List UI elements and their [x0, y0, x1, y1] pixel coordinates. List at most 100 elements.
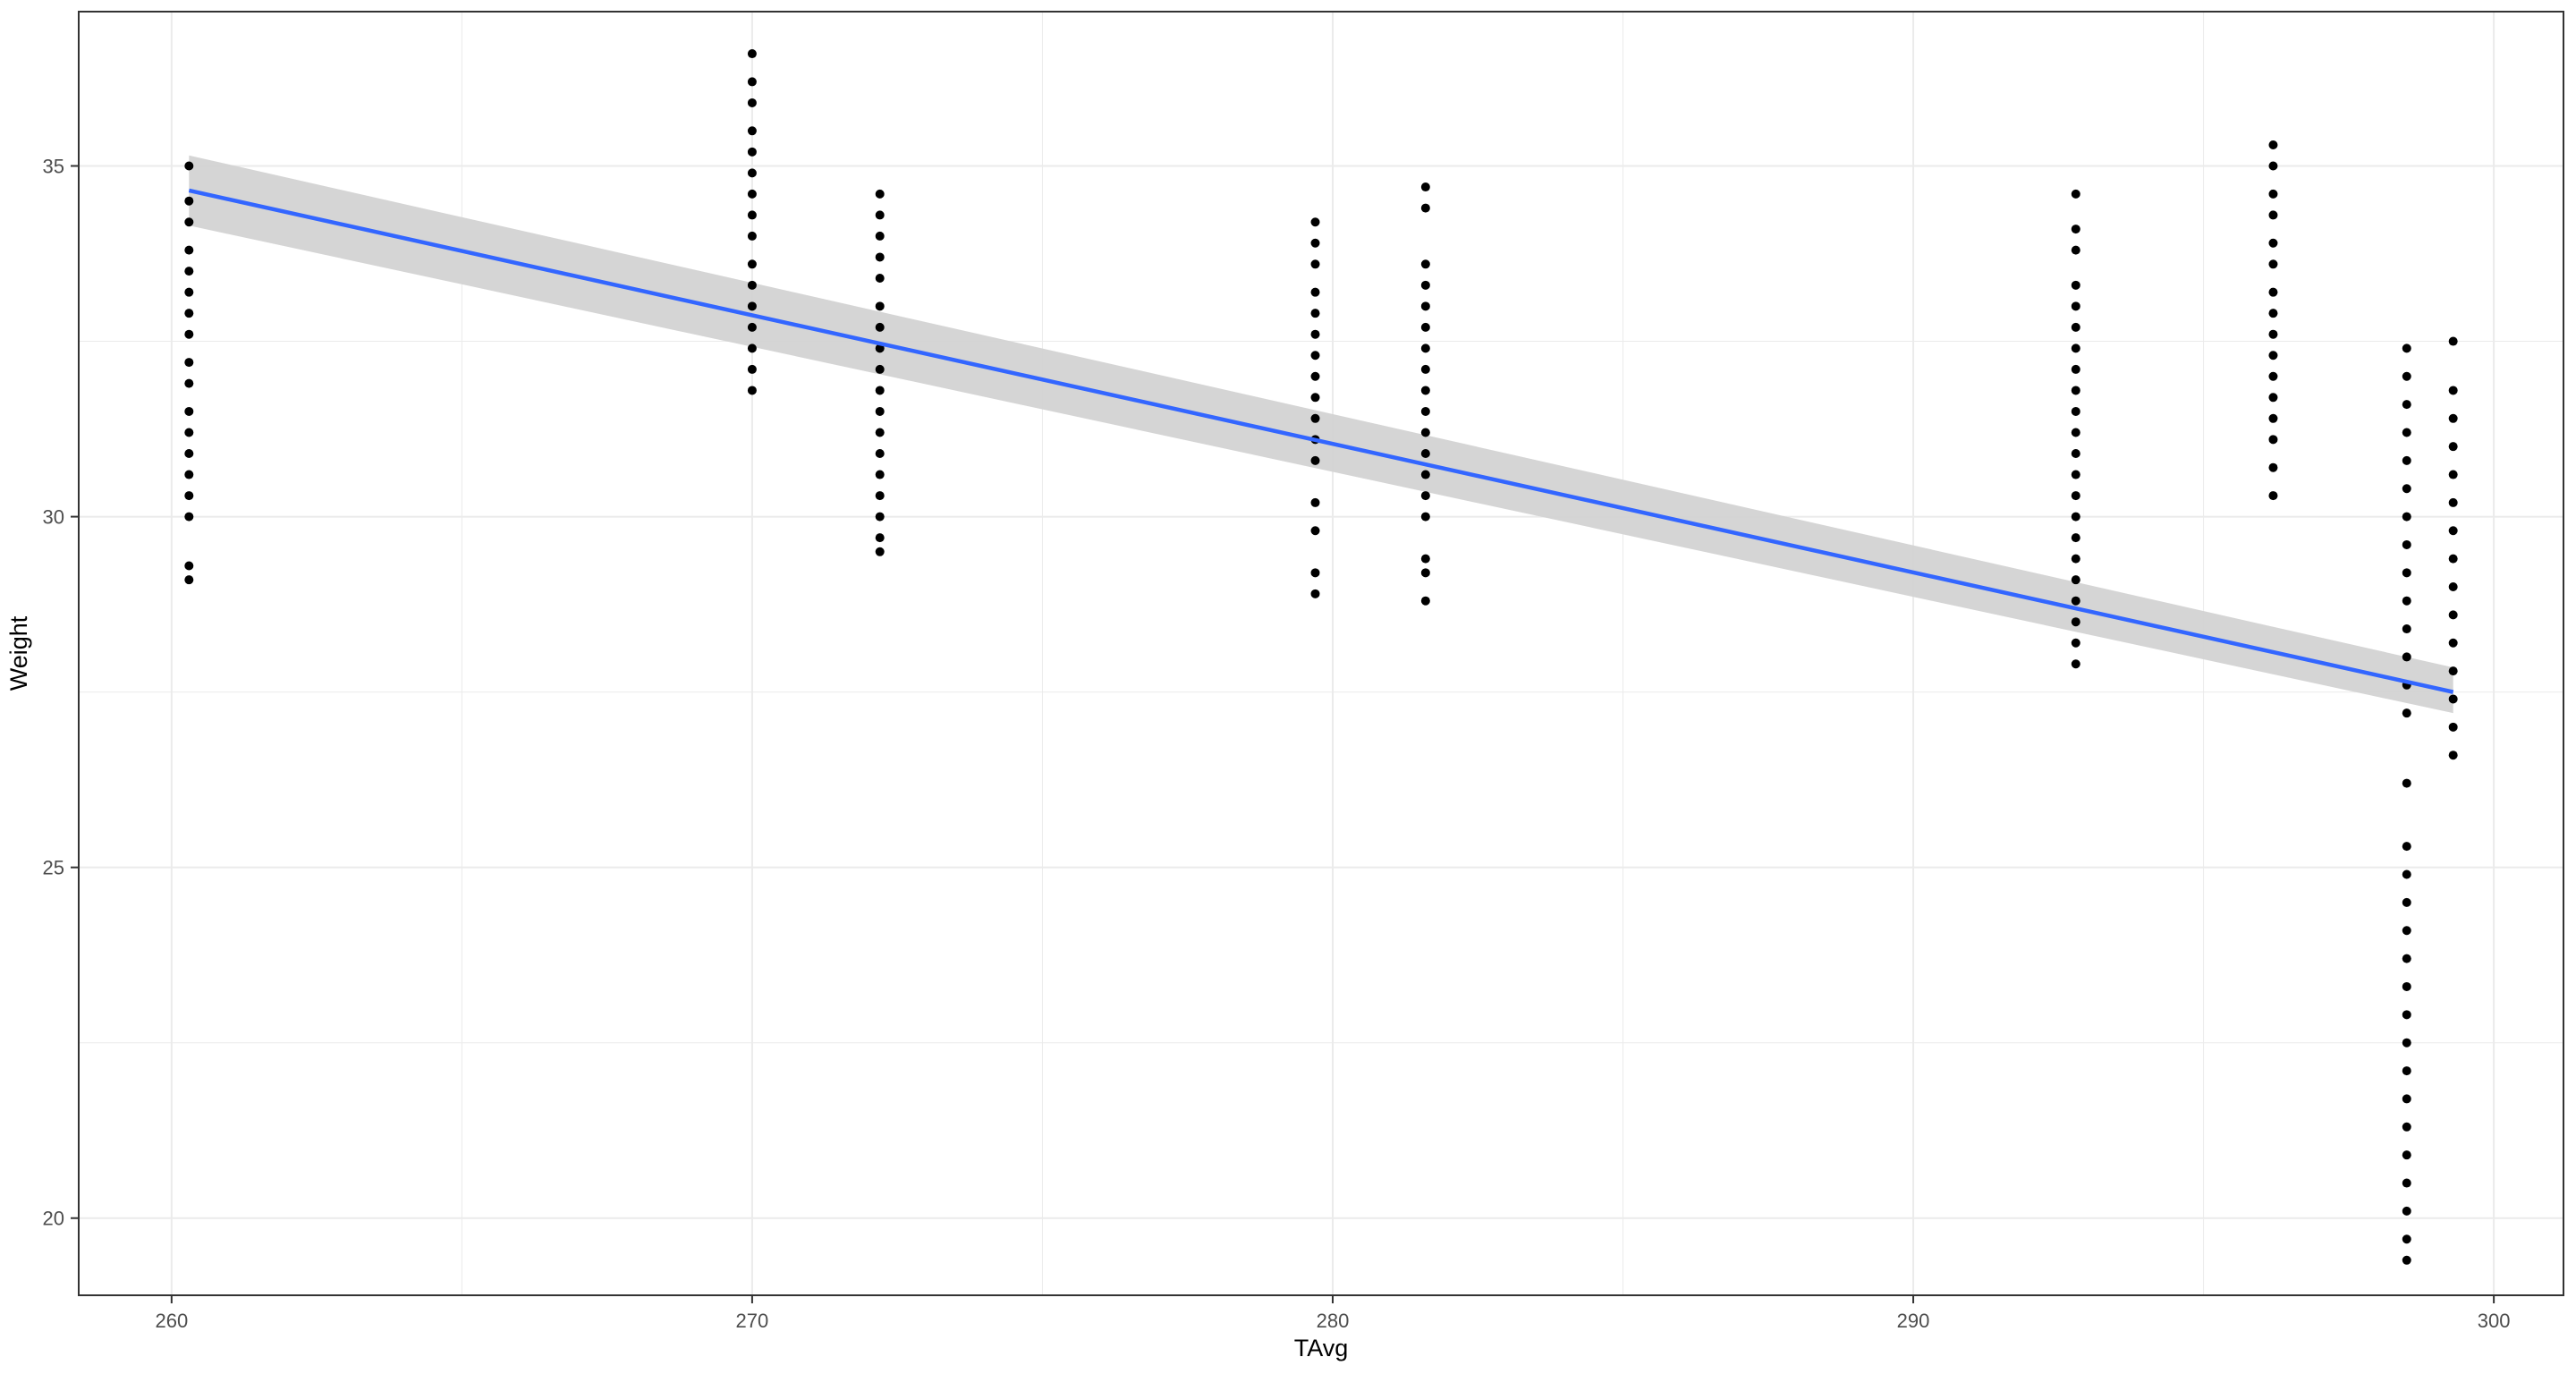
data-point	[2448, 722, 2458, 732]
data-point	[875, 301, 885, 311]
data-point	[184, 561, 194, 571]
y-tick-label: 25	[43, 857, 64, 879]
data-point	[184, 287, 194, 297]
data-point	[1420, 449, 1430, 459]
data-point	[1310, 497, 1320, 507]
data-point	[1310, 238, 1320, 248]
data-point	[2402, 926, 2411, 936]
data-point	[2268, 238, 2278, 248]
data-point	[2071, 301, 2080, 311]
data-point	[2402, 1066, 2411, 1076]
data-point	[2071, 575, 2080, 585]
data-point	[1420, 203, 1430, 213]
data-point	[747, 77, 757, 87]
data-point	[747, 364, 757, 374]
x-tick-label: 300	[2478, 1310, 2511, 1332]
data-point	[747, 280, 757, 290]
data-point	[2402, 1150, 2411, 1160]
data-point	[2402, 1206, 2411, 1216]
data-point	[1310, 309, 1320, 318]
data-point	[747, 386, 757, 395]
data-point	[1420, 596, 1430, 606]
data-point	[2448, 526, 2458, 536]
data-point	[1420, 568, 1430, 578]
data-point	[184, 196, 194, 206]
data-point	[747, 168, 757, 178]
data-point	[1420, 301, 1430, 311]
data-point	[2268, 287, 2278, 297]
data-point	[184, 575, 194, 585]
data-point	[2448, 582, 2458, 592]
data-point	[2402, 484, 2411, 494]
data-point	[2071, 386, 2080, 395]
data-point	[747, 147, 757, 157]
data-point	[1310, 329, 1320, 339]
data-point	[2071, 428, 2080, 437]
data-point	[1420, 470, 1430, 479]
data-point	[2071, 638, 2080, 648]
data-point	[2071, 406, 2080, 416]
data-point	[2402, 371, 2411, 381]
data-point	[1420, 364, 1430, 374]
data-point	[184, 406, 194, 416]
data-point	[2448, 442, 2458, 452]
data-point	[2448, 413, 2458, 423]
data-point	[747, 322, 757, 332]
data-point	[875, 533, 885, 543]
data-point	[1420, 280, 1430, 290]
data-point	[747, 231, 757, 241]
axes: 260 270 280 290 300 20 25 30 35	[43, 156, 2511, 1332]
data-point	[2448, 497, 2458, 507]
confidence-band	[189, 155, 2453, 714]
data-point	[2268, 462, 2278, 472]
data-point	[1420, 491, 1430, 501]
data-point	[747, 301, 757, 311]
data-point	[1310, 259, 1320, 269]
data-point	[875, 344, 885, 353]
data-point	[1420, 512, 1430, 522]
data-points	[184, 49, 2458, 1265]
x-tick-label: 290	[1897, 1310, 1930, 1332]
data-point	[2402, 512, 2411, 522]
data-point	[2402, 652, 2411, 662]
data-point	[2448, 638, 2458, 648]
data-point	[2402, 954, 2411, 963]
confidence-band-area	[189, 155, 2453, 714]
data-point	[2402, 596, 2411, 606]
x-axis-title: TAvg	[1294, 1335, 1349, 1361]
y-tick-label: 30	[43, 506, 64, 529]
data-point	[1420, 322, 1430, 332]
data-point	[1420, 259, 1430, 269]
data-point	[1310, 589, 1320, 598]
data-point	[1310, 217, 1320, 227]
data-point	[2071, 344, 2080, 353]
panel-border	[78, 11, 2564, 1296]
data-point	[2448, 386, 2458, 395]
data-point	[1420, 386, 1430, 395]
data-point	[2071, 659, 2080, 669]
data-point	[2268, 435, 2278, 445]
data-point	[2402, 539, 2411, 549]
data-point	[2448, 694, 2458, 704]
data-point	[2448, 751, 2458, 760]
data-point	[2402, 1094, 2411, 1104]
data-point	[2448, 336, 2458, 346]
data-point	[1420, 182, 1430, 192]
x-tick-label: 260	[155, 1310, 188, 1332]
data-point	[2402, 1122, 2411, 1132]
data-point	[875, 231, 885, 241]
data-point	[2268, 351, 2278, 360]
data-point	[2268, 371, 2278, 381]
data-point	[747, 189, 757, 199]
data-point	[2402, 778, 2411, 788]
data-point	[2071, 596, 2080, 606]
data-point	[875, 386, 885, 395]
data-point	[2071, 449, 2080, 459]
data-point	[184, 329, 194, 339]
data-point	[2268, 393, 2278, 403]
data-point	[2402, 1178, 2411, 1188]
grid-lines	[79, 12, 2563, 1295]
data-point	[2402, 1255, 2411, 1265]
data-point	[875, 449, 885, 459]
